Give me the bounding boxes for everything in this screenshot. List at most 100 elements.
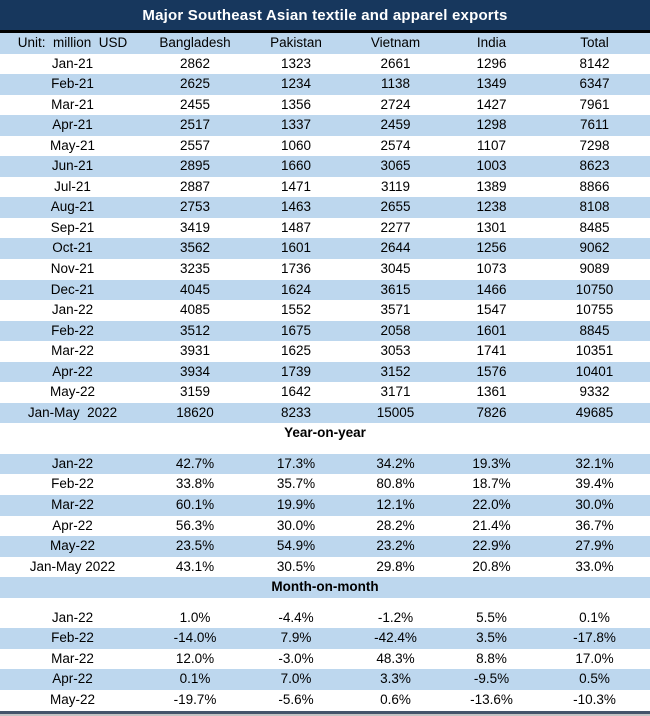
- column-header-row: Unit: million USD Bangladesh Pakistan Vietn…: [0, 33, 650, 54]
- column-header-cell: India: [476, 35, 507, 50]
- table-row: May-22 -19.7% -5.6% 0.6% -13.6% -10.3%: [0, 690, 650, 711]
- value-cell: 1.0%: [179, 609, 211, 625]
- value-cell: 2455: [179, 96, 211, 112]
- row-label-cell: Dec-21: [50, 281, 95, 297]
- value-cell: 8485: [579, 219, 610, 235]
- value-cell: 12.1%: [376, 497, 415, 513]
- table-row: Apr-22 3934 1739 3152 1576 10401: [0, 361, 650, 383]
- value-cell: 3152: [380, 363, 411, 379]
- value-cell: 10351: [575, 343, 614, 359]
- value-cell: 30.0%: [575, 497, 614, 513]
- table-row: Jan-May 2022 43.1% 30.5% 29.8% 20.8% 33.0%: [0, 557, 650, 578]
- value-cell: 3053: [380, 343, 411, 359]
- value-cell: 3.3%: [380, 671, 411, 687]
- value-cell: -17.8%: [573, 630, 616, 646]
- value-cell: 54.9%: [276, 538, 316, 554]
- value-cell: 2459: [380, 117, 411, 133]
- bottom-border-shadow: [0, 713, 650, 716]
- value-cell: 42.7%: [175, 455, 215, 471]
- table-row: Feb-22 -14.0% 7.9% -42.4% 3.5% -17.8%: [0, 628, 650, 649]
- section-header-row-month-on-month: Month-on-month: [0, 577, 650, 598]
- value-cell: 1389: [476, 178, 507, 194]
- table-row: Apr-21 2517 1337 2459 1298 7611: [0, 115, 650, 136]
- spacer-cell: [0, 444, 650, 454]
- row-label-cell: Nov-21: [50, 261, 95, 277]
- value-cell: 32.1%: [575, 455, 614, 471]
- table-row: Jan-22 1.0% -4.4% -1.2% 5.5% 0.1%: [0, 608, 650, 629]
- value-cell: 1675: [280, 322, 312, 338]
- table-row: Jun-21 2895 1660 3065 1003 8623: [0, 156, 650, 177]
- value-cell: 7298: [579, 137, 610, 153]
- value-cell: 1487: [280, 219, 312, 235]
- value-cell: -13.6%: [470, 691, 513, 707]
- value-cell: 22.0%: [472, 497, 511, 513]
- value-cell: -3.0%: [278, 650, 314, 666]
- value-cell: 1323: [280, 55, 312, 71]
- row-label-cell: Jan-21: [51, 55, 94, 71]
- value-cell: 18620: [176, 404, 214, 420]
- value-cell: 30.5%: [276, 558, 316, 574]
- value-cell: 2661: [380, 55, 411, 71]
- value-cell: 49685: [575, 404, 614, 420]
- value-cell: 2724: [380, 96, 411, 112]
- spacer-cell: [0, 598, 650, 608]
- value-cell: 22.9%: [472, 538, 511, 554]
- table-row: May-22 3159 1642 3171 1361 9332: [0, 382, 650, 403]
- value-cell: 3.5%: [476, 630, 507, 646]
- table-row: Aug-21 2753 1463 2655 1238 8108: [0, 197, 650, 218]
- value-cell: 2574: [380, 137, 411, 153]
- table-row: Jan-May 2022 18620 8233 15005 7826 49685: [0, 402, 650, 424]
- value-cell: 1463: [280, 199, 312, 215]
- value-cell: 21.4%: [472, 517, 511, 533]
- value-cell: 1298: [476, 117, 507, 133]
- table-row: Jul-21 2887 1471 3119 1389 8866: [0, 177, 650, 198]
- value-cell: 17.3%: [276, 455, 316, 471]
- table-row: Oct-21 3562 1601 2644 1256 9062: [0, 238, 650, 260]
- table-title: Major Southeast Asian textile and appare…: [0, 0, 650, 33]
- column-header-cell: Pakistan: [270, 35, 322, 50]
- value-cell: 1301: [476, 219, 507, 235]
- row-label-cell: May-22: [49, 538, 95, 554]
- value-cell: 3159: [179, 384, 211, 400]
- value-cell: 1107: [476, 137, 507, 153]
- value-cell: -19.7%: [173, 691, 217, 707]
- value-cell: 1138: [380, 76, 411, 92]
- table-row: Dec-21 4045 1624 3615 1466 10750: [0, 279, 650, 301]
- value-cell: 2625: [179, 76, 211, 92]
- value-cell: 7611: [579, 117, 610, 133]
- row-label-cell: Feb-22: [51, 476, 94, 492]
- value-cell: 29.8%: [376, 558, 415, 574]
- value-cell: -9.5%: [473, 671, 510, 687]
- value-cell: 19.9%: [276, 497, 316, 513]
- value-cell: 3045: [380, 261, 411, 277]
- value-cell: 28.2%: [376, 517, 415, 533]
- value-cell: 2887: [179, 178, 211, 194]
- value-cell: 1238: [476, 199, 507, 215]
- value-cell: 1576: [476, 363, 507, 379]
- row-label-cell: Jan-22: [51, 455, 94, 471]
- table-row: Mar-21 2455 1356 2724 1427 7961: [0, 95, 650, 116]
- row-label-cell: Aug-21: [50, 199, 95, 215]
- value-cell: 6347: [579, 76, 610, 92]
- value-cell: 33.0%: [575, 558, 614, 574]
- value-cell: 1601: [280, 240, 312, 256]
- column-header-cell: Total: [580, 35, 609, 50]
- value-cell: 2058: [380, 322, 411, 338]
- value-cell: 1427: [476, 96, 507, 112]
- row-label-cell: May-21: [49, 137, 95, 153]
- value-cell: 23.5%: [175, 538, 215, 554]
- value-cell: 1741: [476, 343, 507, 359]
- value-cell: 8866: [579, 178, 610, 194]
- value-cell: -10.3%: [573, 691, 616, 707]
- row-label-cell: Mar-22: [51, 650, 94, 666]
- value-cell: 56.3%: [175, 517, 215, 533]
- value-cell: 1601: [476, 322, 507, 338]
- section-header-cell: Month-on-month: [271, 579, 379, 595]
- value-cell: 1234: [280, 76, 312, 92]
- value-cell: 33.8%: [175, 476, 215, 492]
- value-cell: 1256: [476, 240, 507, 256]
- value-cell: 0.5%: [579, 671, 610, 687]
- value-cell: 7826: [476, 404, 507, 420]
- value-cell: -14.0%: [173, 630, 217, 646]
- row-label-cell: Apr-21: [52, 117, 93, 133]
